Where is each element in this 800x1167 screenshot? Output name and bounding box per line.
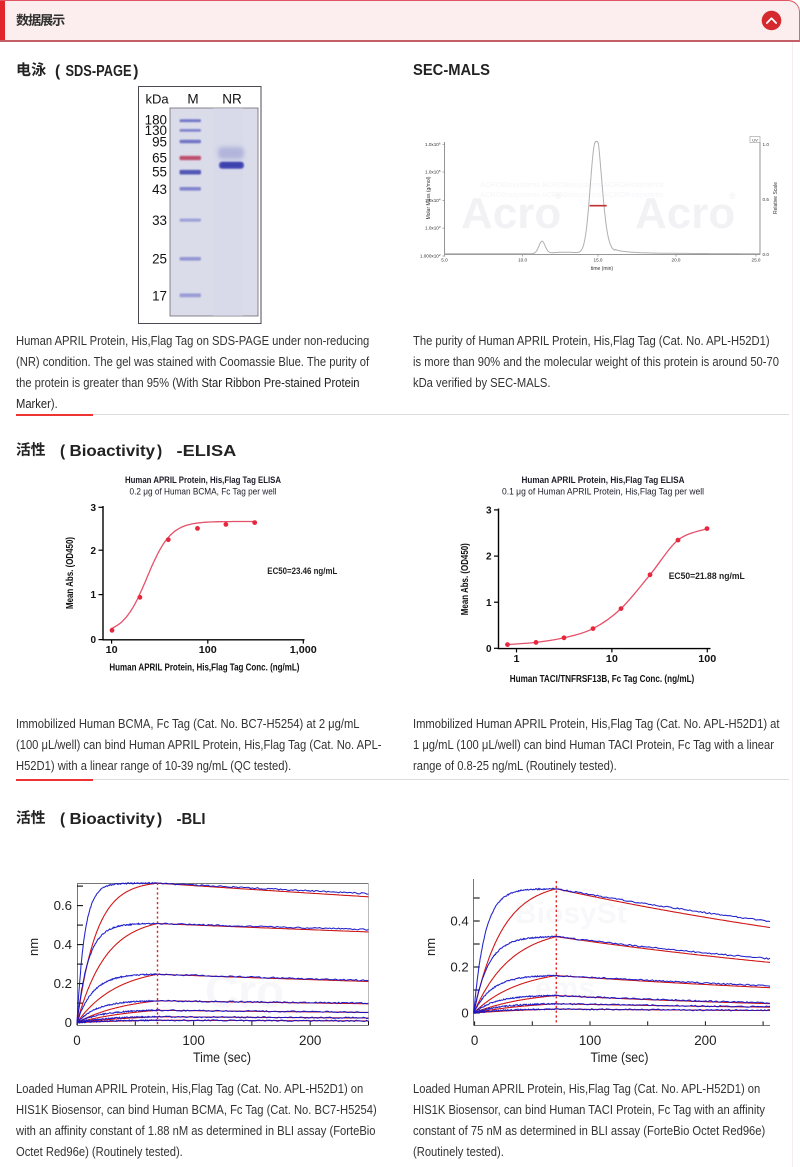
svg-text:2: 2: [90, 546, 96, 557]
svg-text:Cro: Cro: [205, 965, 284, 1017]
svg-text:-BLI: -BLI: [177, 811, 206, 828]
svg-text:20.0: 20.0: [672, 258, 681, 263]
svg-text:Relative Scale: Relative Scale: [773, 182, 779, 214]
svg-text:1: 1: [90, 590, 96, 601]
svg-text:0: 0: [461, 1006, 468, 1021]
svg-text:130: 130: [145, 123, 167, 138]
svg-text:®: ®: [555, 191, 562, 201]
svg-text:1: 1: [514, 654, 520, 665]
svg-text:BiosySt: BiosySt: [515, 897, 627, 930]
svg-text:nm: nm: [423, 938, 438, 956]
svg-text:(: (: [55, 63, 61, 80]
svg-text:0: 0: [90, 635, 96, 646]
svg-text:25: 25: [152, 251, 167, 266]
svg-text:): ): [133, 63, 138, 80]
svg-text:EC50=21.88 ng/mL: EC50=21.88 ng/mL: [669, 571, 745, 581]
svg-text:10: 10: [106, 645, 118, 656]
svg-text:0.1 μg of Human APRIL Protein,: 0.1 μg of Human APRIL Protein, His,Flag …: [502, 487, 704, 497]
svg-text:1.0: 1.0: [763, 142, 770, 147]
svg-text:15.0: 15.0: [594, 258, 603, 263]
svg-text:UV: UV: [752, 137, 758, 142]
svg-text:5.0: 5.0: [441, 258, 448, 263]
svg-text:ACROBiosystems ACROBiosys: ACROBiosystems ACROBiosystems ACROBiosys…: [480, 180, 664, 189]
svg-text:55: 55: [152, 164, 167, 179]
svg-text:3: 3: [90, 503, 96, 514]
svg-text:Acro: Acro: [461, 189, 561, 238]
svg-text:1.000x102: 1.000x102: [420, 253, 441, 259]
svg-text:Human APRIL Protein, His,Flag: Human APRIL Protein, His,Flag Tag ELISA: [522, 475, 685, 485]
svg-text:Bioactivity: Bioactivity: [70, 443, 156, 460]
svg-text:Human APRIL Protein, His,Flag: Human APRIL Protein, His,Flag Tag ELISA: [125, 475, 281, 485]
svg-text:0: 0: [486, 644, 492, 655]
svg-text:25.0: 25.0: [752, 258, 761, 263]
svg-text:33: 33: [152, 213, 167, 228]
svg-text:Human TACI/TNFRSF13B, Fc Tag C: Human TACI/TNFRSF13B, Fc Tag Conc. (ng/m…: [510, 674, 695, 685]
svg-text:M: M: [187, 92, 198, 107]
svg-text:®: ®: [729, 191, 736, 201]
svg-text:nm: nm: [26, 938, 41, 956]
svg-text:0.2: 0.2: [450, 960, 468, 975]
svg-text:0.6: 0.6: [54, 898, 72, 913]
svg-text:0.2: 0.2: [54, 976, 72, 991]
svg-text:0.2 μg of Human BCMA, Fc Tag p: 0.2 μg of Human BCMA, Fc Tag per well: [130, 487, 277, 497]
svg-text:Acro: Acro: [635, 189, 735, 238]
svg-text:100: 100: [199, 645, 217, 656]
svg-text:time (min): time (min): [591, 266, 614, 272]
svg-text:200: 200: [694, 1033, 716, 1048]
svg-text:SEC-MALS: SEC-MALS: [413, 62, 490, 79]
svg-text:180: 180: [145, 113, 167, 128]
svg-text:2: 2: [486, 552, 492, 563]
svg-text:kDa: kDa: [145, 92, 169, 107]
svg-text:0: 0: [471, 1033, 478, 1048]
svg-text:1,000: 1,000: [290, 645, 317, 656]
svg-text:EC50=23.46 ng/mL: EC50=23.46 ng/mL: [267, 566, 337, 576]
svg-text:100: 100: [182, 1033, 204, 1048]
svg-text:17: 17: [152, 288, 167, 303]
svg-text:100: 100: [579, 1033, 601, 1048]
svg-text:3: 3: [486, 506, 492, 517]
svg-text:0.5: 0.5: [763, 197, 770, 202]
svg-text:100: 100: [698, 654, 716, 665]
svg-text:10: 10: [606, 654, 618, 665]
svg-text:): ): [157, 811, 162, 828]
svg-text:Mean Abs. (OD450): Mean Abs. (OD450): [460, 543, 471, 615]
svg-text:0: 0: [65, 1015, 72, 1030]
svg-text:Bioactivity: Bioactivity: [70, 811, 156, 828]
svg-text:1.0x106: 1.0x106: [425, 141, 441, 147]
svg-text:1.0x105: 1.0x105: [425, 169, 441, 175]
svg-text:): ): [157, 443, 162, 460]
svg-text:Human APRIL Protein, His,Flag: Human APRIL Protein, His,Flag Tag Conc. …: [109, 663, 299, 674]
svg-text:0: 0: [73, 1033, 80, 1048]
svg-text:200: 200: [299, 1033, 321, 1048]
svg-text:10.0: 10.0: [518, 258, 527, 263]
svg-text:Mean Abs. (OD450): Mean Abs. (OD450): [65, 537, 76, 609]
svg-text:95: 95: [152, 134, 167, 149]
svg-text:SDS-PAGE: SDS-PAGE: [66, 63, 132, 80]
svg-text:0.0: 0.0: [763, 252, 770, 257]
svg-text:NR: NR: [222, 92, 242, 107]
svg-text:(: (: [60, 443, 66, 460]
svg-text:Molar Mass (g/mol): Molar Mass (g/mol): [426, 176, 432, 219]
svg-text:Time (sec): Time (sec): [193, 1050, 251, 1065]
svg-text:Time (sec): Time (sec): [591, 1050, 649, 1065]
svg-text:43: 43: [152, 182, 167, 197]
svg-text:1.0x104: 1.0x104: [425, 197, 441, 203]
svg-text:1.0x103: 1.0x103: [425, 225, 441, 231]
svg-text:1: 1: [486, 598, 492, 609]
svg-text:-ELISA: -ELISA: [177, 443, 237, 460]
svg-text:65: 65: [152, 151, 167, 166]
svg-text:0.4: 0.4: [54, 937, 72, 952]
svg-text:0.4: 0.4: [450, 914, 468, 929]
svg-text:ACROBiosystems ACROBiosys: ACROBiosystems ACROBiosystems ACROBiosys…: [480, 190, 664, 199]
svg-text:(: (: [60, 811, 66, 828]
